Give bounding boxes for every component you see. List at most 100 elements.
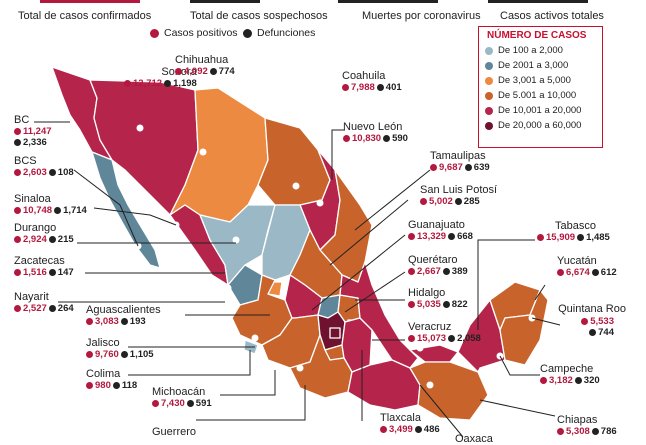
state-name: Colima	[86, 368, 121, 380]
deaths-value: 590	[392, 133, 408, 144]
positive-dot-icon	[14, 207, 21, 214]
leader-sinaloa	[93, 207, 177, 226]
leader-slp	[329, 199, 409, 266]
death-dot-icon	[120, 318, 128, 325]
legend-deaths-label: Defunciones	[257, 27, 316, 39]
state-name: Guanajuato	[408, 219, 465, 231]
leader-oaxaca	[419, 384, 464, 438]
label-zacatecas: Zacatecas 1,516 147	[14, 255, 74, 278]
state-name: Tabasco	[555, 220, 596, 232]
death-dot-icon	[448, 335, 456, 342]
state-values: 5,308 786	[557, 426, 617, 437]
deaths-value: 193	[129, 316, 146, 327]
legend-label: De 5.001 a 10,000	[498, 90, 577, 101]
leader-yucatan	[534, 284, 546, 301]
positive-value: 15,073	[417, 333, 447, 344]
state-values: 12,712 1,198	[124, 78, 197, 89]
positive-dot-icon	[408, 233, 415, 240]
positive-value: 5,002	[429, 196, 453, 207]
positive-value: 5,308	[566, 426, 590, 437]
state-values: 3,083 193	[86, 316, 161, 327]
positive-value: 3,083	[95, 316, 119, 327]
deaths-value: 108	[57, 167, 74, 178]
death-dot-icon	[120, 351, 128, 358]
deaths-value: 774	[218, 66, 235, 77]
positive-value: 6,674	[566, 267, 590, 278]
leader-guerrero	[196, 385, 306, 421]
label-slp: San Luis Potosí 5,002 285	[420, 184, 497, 207]
state-name: Durango	[14, 222, 57, 234]
state-name: Zacatecas	[14, 255, 65, 267]
state-name: Campeche	[540, 363, 594, 375]
state-name: Aguascalientes	[86, 304, 161, 316]
positive-dot-icon	[537, 234, 544, 241]
positive-value: 10,830	[352, 133, 382, 144]
positive-dot-icon	[420, 198, 427, 205]
legend-row: De 5.001 a 10,000	[485, 88, 596, 103]
state-values: 13,329 668	[408, 231, 473, 242]
stat-active-label: Casos activos totales	[500, 10, 604, 22]
legend-row: De 3,001 a 5,000	[485, 73, 596, 88]
deaths-value: 639	[473, 162, 490, 173]
deaths-value: 1,714	[63, 205, 87, 216]
leader-tamaulipas	[354, 169, 431, 231]
positive-value: 15,909	[546, 232, 576, 243]
state-name: Chiapas	[557, 414, 598, 426]
state-name: Veracruz	[408, 321, 452, 333]
label-tamaulipas: Tamaulipas 9,687 639	[430, 150, 490, 173]
deaths-value: 1,485	[586, 232, 610, 243]
stat-confirmed-label: Total de casos confirmados	[18, 10, 152, 22]
deaths-value: 612	[600, 267, 617, 278]
positive-value: 13,329	[417, 231, 447, 242]
label-veracruz: Veracruz 15,073 2,058	[408, 321, 481, 344]
positive-value: 7,988	[351, 82, 375, 93]
state-values: 6,674 612	[557, 267, 617, 278]
label-aguascalientes: Aguascalientes 3,083 193	[86, 304, 161, 327]
state-coahuila	[257, 117, 331, 206]
state-name: Querétaro	[408, 254, 458, 266]
state-values: 5,002 285	[420, 196, 497, 207]
legend-label: De 100 a 2,000	[498, 45, 563, 56]
deaths-value: 591	[195, 398, 212, 409]
positive-dot-icon	[14, 269, 21, 276]
state-values: 2,527 264	[14, 303, 74, 314]
marker-sonora	[136, 124, 144, 132]
marker-coahuila	[292, 182, 300, 190]
leader-queretaro	[344, 271, 406, 313]
deaths-value: 2,058	[457, 333, 481, 344]
label-nayarit: Nayarit 2,527 264	[14, 291, 74, 314]
positive-value: 2,527	[23, 303, 47, 314]
stat-deaths-label: Muertes por coronavirus	[362, 10, 481, 22]
state-name: Guerrero	[152, 426, 197, 438]
death-dot-icon	[14, 139, 21, 146]
death-dot-icon	[112, 382, 120, 389]
legend-positive-label: Casos positivos	[164, 27, 238, 39]
marker-durango	[232, 236, 240, 244]
state-name: BCS	[14, 155, 37, 167]
label-campeche: Campeche 3,182 320	[540, 363, 600, 386]
positive-dot-icon	[86, 351, 93, 358]
state-name: Sinaloa	[14, 193, 51, 205]
deaths-value: 1,105	[129, 349, 154, 360]
death-dot-icon	[442, 268, 450, 275]
positive-dot-icon	[408, 301, 415, 308]
marker-veracruz	[416, 344, 424, 352]
label-guerrero: Guerrero	[152, 426, 196, 438]
death-dot-icon	[454, 198, 462, 205]
state-bcs	[91, 151, 161, 269]
label-bcs: BCS 2,603 108	[14, 155, 74, 178]
positive-dot-icon	[152, 400, 159, 407]
legend-swatch-icon	[485, 76, 493, 85]
leader-quintana-roo	[531, 317, 561, 326]
label-tabasco: Tabasco 15,909 1,485	[537, 220, 610, 243]
death-dot-icon	[591, 428, 599, 435]
state-name: Jalisco	[86, 337, 120, 349]
deaths-value: 264	[57, 303, 74, 314]
death-dot-icon	[54, 207, 62, 214]
state-values: 7,430 591	[152, 398, 212, 409]
deaths-value: 486	[423, 424, 440, 435]
stat-suspected-label: Total de casos sospechosos	[190, 10, 328, 22]
death-dot-icon	[383, 135, 391, 142]
state-values: 15,909 1,485	[537, 232, 610, 243]
